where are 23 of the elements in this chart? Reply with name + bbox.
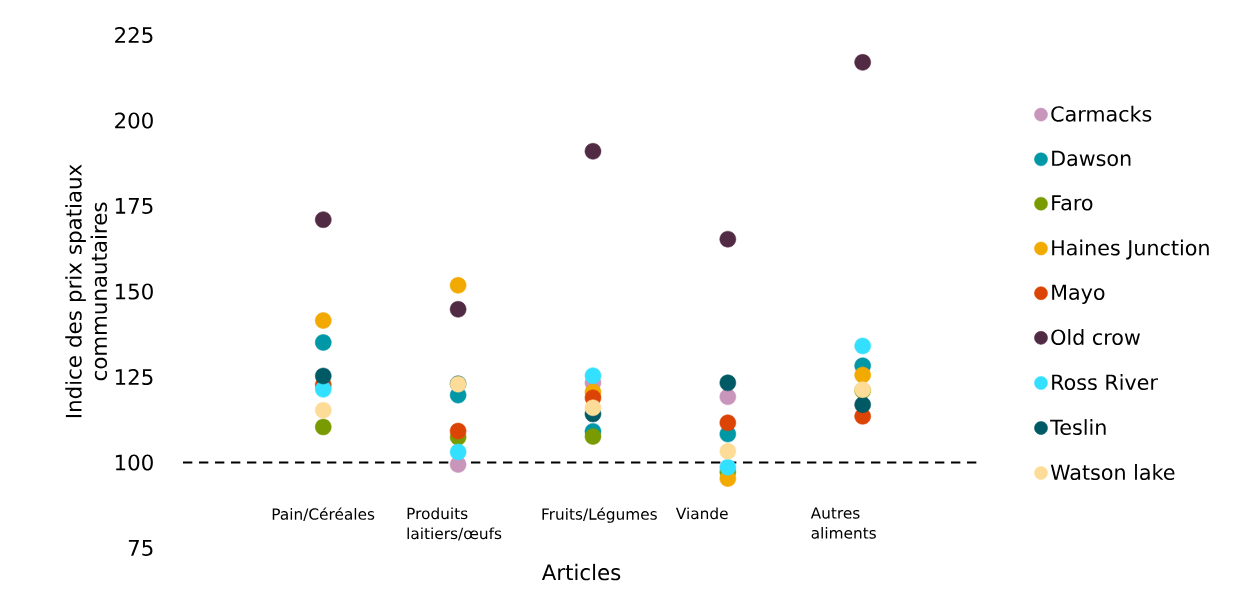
legend-label: Watson lake	[1050, 464, 1175, 481]
x-axis-title: Articles	[541, 563, 621, 581]
x-tick-label: Produits laitiers/œufs	[407, 507, 502, 541]
x-tick-label: Fruits/Légumes	[542, 507, 657, 523]
y-tick-label: 100	[115, 454, 153, 471]
y-axis-title: Indice des prix spatiaux communautaires	[65, 164, 108, 418]
y-tick-label: 225	[115, 26, 153, 44]
legend-label: Haines Junction	[1052, 239, 1209, 260]
legend-label: Ross River	[1052, 374, 1158, 391]
y-tick-label: 175	[115, 198, 153, 214]
legend-label: Carmacks	[1051, 105, 1152, 122]
y-tick-label: 75	[128, 540, 153, 556]
legend-label: Teslin	[1050, 419, 1106, 436]
x-tick-label: Autres aliments	[810, 507, 876, 539]
y-tick-label: 125	[115, 368, 153, 386]
x-tick-label: Viande	[675, 507, 728, 520]
x-tick-label: Pain/Céréales	[272, 507, 375, 522]
y-tick-label: 200	[115, 112, 153, 129]
y-tick-label: 150	[115, 283, 153, 300]
legend-label: Faro	[1052, 195, 1093, 211]
legend-label: Old crow	[1051, 329, 1140, 346]
legend-label: Mayo	[1052, 284, 1105, 304]
legend-label: Dawson	[1052, 150, 1131, 167]
